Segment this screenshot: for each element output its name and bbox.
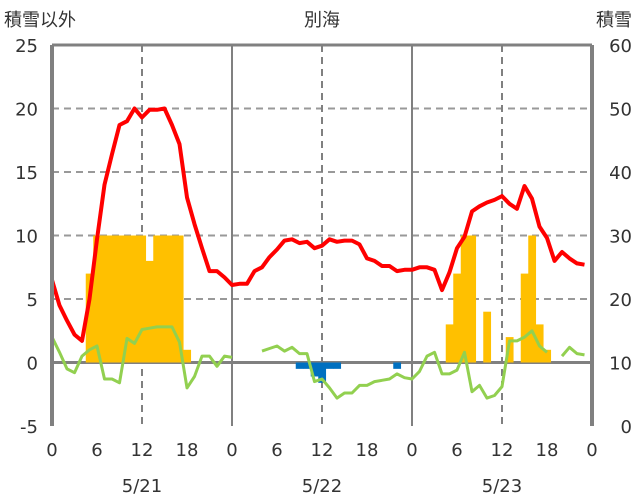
bar-negative	[303, 362, 312, 369]
bar-positive	[123, 235, 132, 363]
y-tick-left: 0	[27, 354, 38, 375]
bar-negative	[393, 362, 402, 369]
x-tick: 12	[131, 440, 154, 461]
date-label: 5/21	[122, 476, 162, 497]
y-tick-right: 40	[609, 163, 632, 184]
bar-positive	[160, 235, 169, 363]
x-tick: 18	[536, 440, 559, 461]
date-label: 5/23	[482, 476, 522, 497]
y-tick-left: 10	[15, 227, 38, 248]
x-tick: 18	[356, 440, 379, 461]
x-tick: 0	[46, 440, 57, 461]
bar-positive	[505, 337, 514, 363]
bar-positive	[85, 273, 94, 363]
y-tick-right: 50	[609, 100, 632, 121]
chart-title: 別海	[304, 10, 340, 31]
frame	[50, 43, 594, 426]
bar-positive	[168, 235, 177, 363]
x-tick: 6	[271, 440, 282, 461]
y-tick-left: 20	[15, 100, 38, 121]
y-tick-left: 15	[15, 163, 38, 184]
bar-positive	[445, 324, 454, 363]
x-tick: 12	[311, 440, 334, 461]
x-tick: 6	[451, 440, 462, 461]
y-tick-right: 10	[609, 354, 632, 375]
bar-positive	[115, 235, 124, 363]
green-line	[50, 325, 585, 400]
bar-positive	[543, 349, 552, 363]
y-tick-left: 25	[15, 36, 38, 57]
x-tick: 0	[226, 440, 237, 461]
y-tick-right: 0	[621, 417, 632, 438]
x-tick: 12	[491, 440, 514, 461]
y-tick-right: 20	[609, 290, 632, 311]
x-tick: 6	[91, 440, 102, 461]
bar-positive	[460, 235, 469, 363]
bar-negative	[325, 362, 334, 369]
bar-positive	[183, 349, 192, 363]
bar-positive	[153, 235, 162, 363]
bar-positive	[528, 235, 537, 363]
date-label: 5/22	[302, 476, 342, 497]
right-axis-label: 積雪	[596, 10, 632, 31]
y-tick-right: 60	[609, 36, 632, 57]
lines	[50, 106, 585, 400]
bar-negative	[295, 362, 304, 369]
bar-positive	[453, 273, 462, 363]
bar-positive	[175, 235, 184, 363]
y-tick-right: 30	[609, 227, 632, 248]
left-axis-label: 積雪以外	[4, 10, 76, 31]
bars	[85, 235, 552, 383]
y-tick-left: -5	[20, 417, 38, 438]
bar-positive	[145, 260, 154, 363]
bar-negative	[333, 362, 342, 369]
bar-positive	[520, 273, 529, 363]
bar-positive	[483, 311, 492, 363]
y-tick-left: 5	[27, 290, 38, 311]
x-tick: 0	[406, 440, 417, 461]
bar-negative	[318, 362, 327, 383]
bar-positive	[468, 235, 477, 363]
bar-negative	[310, 362, 319, 377]
bar-positive	[130, 235, 139, 363]
x-tick: 18	[176, 440, 199, 461]
bar-positive	[138, 235, 147, 363]
red-line	[50, 106, 585, 343]
bar-positive	[100, 235, 109, 363]
bar-positive	[108, 235, 117, 363]
bar-positive	[93, 235, 102, 363]
x-tick: 0	[586, 440, 597, 461]
